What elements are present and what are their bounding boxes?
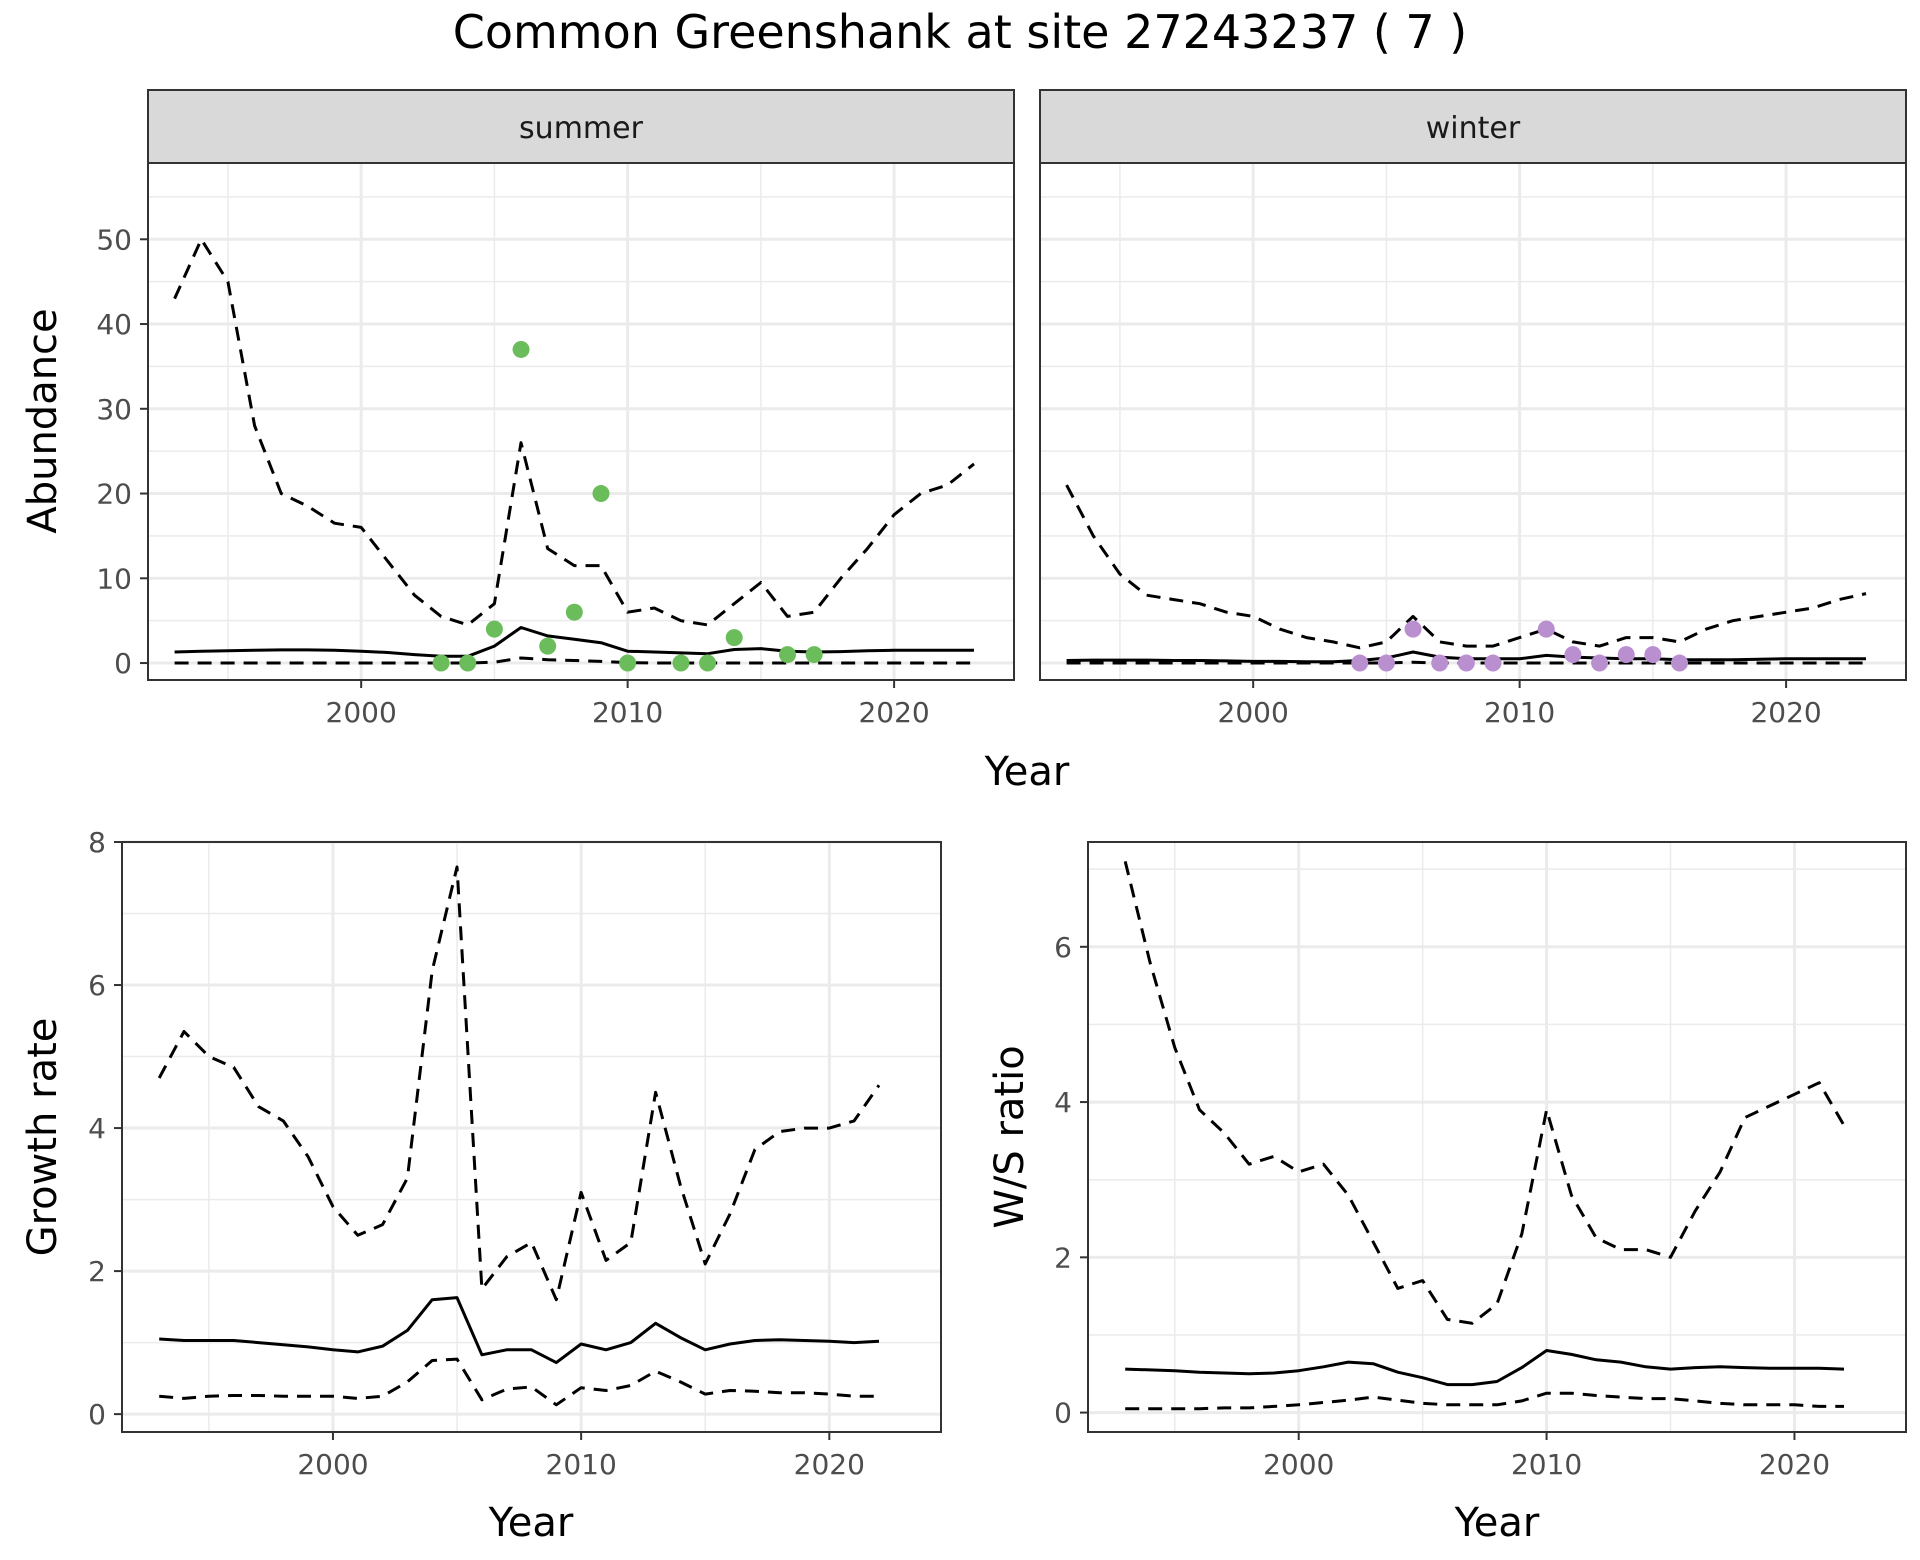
panel-border <box>121 841 942 1433</box>
x-tick-label: 2010 <box>1484 696 1555 729</box>
data-point <box>432 654 450 672</box>
data-point <box>592 485 610 503</box>
x-tick-label: 2020 <box>1750 696 1821 729</box>
series-estimate-line <box>1125 1349 1845 1387</box>
series-upper-line <box>1123 861 1846 1325</box>
y-tick-label: 0 <box>88 1398 106 1431</box>
series-lower-line <box>159 1357 879 1407</box>
data-point <box>1644 646 1662 664</box>
series-upper-line <box>1065 484 1867 650</box>
data-point <box>1431 654 1449 672</box>
y-tick-label: 0 <box>114 647 132 680</box>
y-tick-label: 0 <box>1054 1397 1072 1430</box>
data-point <box>1591 654 1609 672</box>
y-tick-label: 30 <box>96 393 132 426</box>
data-point <box>779 646 797 664</box>
facet-strip-label: winter <box>1426 111 1521 146</box>
x-tick-label: 2010 <box>546 1448 617 1481</box>
y-tick-label: 6 <box>88 969 106 1002</box>
data-point <box>1484 654 1502 672</box>
growth-x-axis-title: Year <box>488 1500 574 1546</box>
data-point <box>1351 654 1369 672</box>
x-tick-label: 2010 <box>592 696 663 729</box>
ws-y-axis-title: W/S ratio <box>987 1045 1033 1228</box>
top-y-axis-title: Abundance <box>20 308 66 533</box>
data-point <box>539 637 557 655</box>
x-tick-label: 2010 <box>1511 1448 1582 1481</box>
x-tick-label: 2000 <box>1218 696 1289 729</box>
panel-summer: summer 2000 2010 2020 0 10 20 30 40 50 <box>96 89 1015 729</box>
y-tick-label: 40 <box>96 308 132 341</box>
y-tick-label: 4 <box>88 1112 106 1145</box>
y-tick-label: 6 <box>1054 931 1072 964</box>
y-tick-label: 2 <box>88 1255 106 1288</box>
data-point <box>1377 654 1395 672</box>
data-point <box>512 340 530 358</box>
data-point <box>805 646 823 664</box>
panel-growth-rate: 2000 2010 2020 0 2 4 6 8 <box>88 826 942 1481</box>
x-tick-label: 2020 <box>1759 1448 1830 1481</box>
top-x-axis-title: Year <box>984 749 1070 795</box>
panel-winter: winter 2000 2010 2020 <box>1039 89 1907 729</box>
data-point <box>672 654 690 672</box>
x-tick-label: 2000 <box>297 1448 368 1481</box>
data-point <box>1404 620 1422 638</box>
series-estimate-line <box>159 1296 880 1365</box>
y-tick-label: 2 <box>1054 1241 1072 1274</box>
data-point <box>1457 654 1475 672</box>
facet-strip <box>1039 89 1907 164</box>
data-point <box>1617 646 1635 664</box>
panel-border <box>1087 841 1907 1433</box>
x-tick-label: 2000 <box>1263 1448 1334 1481</box>
data-point <box>459 654 477 672</box>
y-tick-label: 4 <box>1054 1086 1072 1119</box>
y-tick-label: 8 <box>88 826 106 859</box>
data-point <box>699 654 717 672</box>
panel-ws-ratio: 2000 2010 2020 0 2 4 6 <box>1054 841 1907 1481</box>
data-point <box>725 629 743 647</box>
series-estimate-line <box>174 626 974 658</box>
facet-strip-label: summer <box>519 111 644 146</box>
facet-strip <box>147 89 1015 164</box>
growth-y-axis-title: Growth rate <box>20 1018 66 1257</box>
y-tick-label: 50 <box>96 223 132 256</box>
x-tick-label: 2020 <box>794 1448 865 1481</box>
data-point <box>619 654 637 672</box>
figure-title: Common Greenshank at site 27243237 ( 7 ) <box>453 5 1468 59</box>
data-point <box>1671 654 1689 672</box>
x-tick-label: 2000 <box>326 696 397 729</box>
data-point <box>565 603 583 621</box>
ws-x-axis-title: Year <box>1454 1500 1540 1546</box>
data-point <box>1564 646 1582 664</box>
data-point <box>1537 620 1555 638</box>
series-upper-line <box>157 865 881 1302</box>
y-tick-label: 20 <box>96 478 132 511</box>
series-lower-line <box>1125 1391 1844 1411</box>
series-upper-line <box>173 237 975 627</box>
y-tick-label: 10 <box>96 562 132 595</box>
x-tick-label: 2020 <box>858 696 929 729</box>
series-lower-line <box>174 656 974 665</box>
data-point <box>485 620 503 638</box>
